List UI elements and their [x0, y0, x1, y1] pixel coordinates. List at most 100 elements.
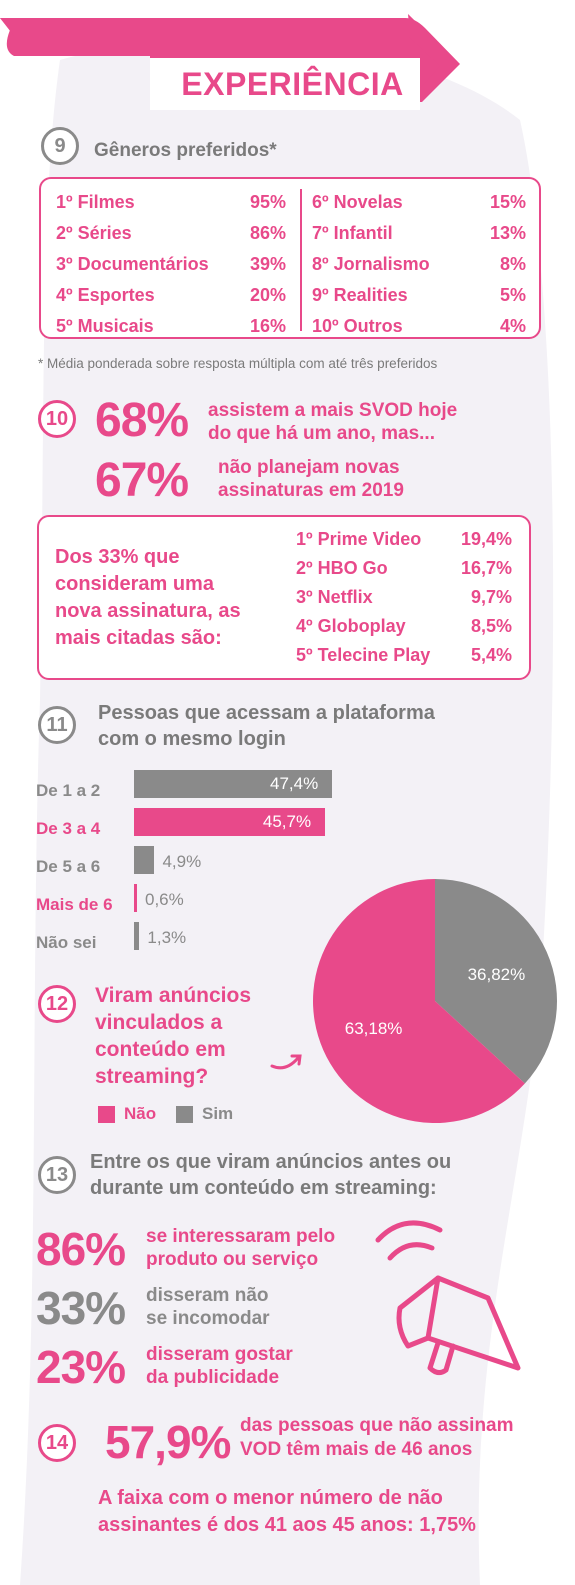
- bar: [134, 884, 137, 912]
- legend-swatch-no: [98, 1106, 115, 1123]
- section-number-13: 13: [38, 1156, 76, 1194]
- genre-label: 7º Infantil: [312, 223, 393, 243]
- ads-stat-text-l2: se incomodar: [146, 1308, 270, 1329]
- age-footnote-l1: A faixa com o menor número de não: [98, 1487, 443, 1509]
- ads-question-l1: Viram anúncios: [95, 984, 252, 1007]
- age-footnote-l2: assinantes é dos 41 aos 45 anos: 1,75%: [98, 1514, 476, 1536]
- genre-label: 4º Esportes: [56, 285, 155, 305]
- arrow-icon: [270, 1054, 302, 1070]
- genre-label: 5º Musicais: [56, 316, 154, 336]
- subscriptions-intro-l1: Dos 33% que: [55, 546, 180, 568]
- ranking-row: 3º Netflix 9,7%: [296, 587, 512, 608]
- section-number-14: 14: [38, 1424, 76, 1462]
- genre-row: 10º Outros 4%: [312, 316, 526, 337]
- bar-category-label: Não sei: [36, 933, 97, 952]
- stat-67-text-l1: não planejam novas: [218, 457, 400, 478]
- bar-category-label: Mais de 6: [36, 895, 113, 914]
- pie-label-não: 63,18%: [345, 1019, 403, 1038]
- bar: [134, 922, 140, 950]
- genre-label: 9º Realities: [312, 285, 408, 305]
- section-title-login-l1: Pessoas que acessam a plataforma: [98, 702, 435, 724]
- legend-label-no: Não: [124, 1104, 157, 1123]
- bar-category-label: De 1 a 2: [36, 781, 101, 800]
- genres-footnote: * Média ponderada sobre resposta múltipl…: [38, 356, 438, 371]
- bar-category-label: De 5 a 6: [36, 857, 101, 876]
- genre-value: 86%: [249, 223, 286, 243]
- stat-57-9-text-l2: VOD têm mais de 46 anos: [240, 1439, 473, 1460]
- genre-row: 7º Infantil 13%: [312, 223, 526, 244]
- stat-67-text-l2: assinaturas em 2019: [218, 480, 404, 501]
- ranking-label: 5º Telecine Play: [296, 645, 431, 665]
- legend-label-yes: Sim: [202, 1104, 234, 1123]
- ads-stat-pct: 86%: [36, 1223, 126, 1275]
- ranking-value: 9,7%: [470, 587, 512, 607]
- bar-value-label: 45,7%: [262, 812, 312, 831]
- ranking-value: 16,7%: [460, 558, 512, 578]
- megaphone-icon: [375, 1220, 521, 1376]
- genre-row: 6º Novelas 15%: [312, 192, 526, 213]
- ranking-value: 19,4%: [460, 529, 512, 549]
- subscriptions-box: [37, 515, 531, 680]
- pie-slice-sim: [435, 879, 557, 1084]
- section-title-genres: Gêneros preferidos*: [94, 140, 277, 161]
- genre-value: 20%: [249, 285, 286, 305]
- genre-row: 1º Filmes 95%: [56, 192, 286, 213]
- bar-value-label: 4,9%: [162, 852, 202, 871]
- section-number-10: 10: [38, 400, 76, 438]
- genre-row: 3º Documentários 39%: [56, 254, 286, 275]
- ranking-row: 4º Globoplay 8,5%: [296, 616, 512, 637]
- subscriptions-intro-l3: nova assinatura, as: [55, 600, 241, 622]
- stat-67: 67%: [95, 454, 189, 507]
- genre-value: 8%: [499, 254, 526, 274]
- genre-value: 4%: [499, 316, 526, 336]
- ads-question-l2: vinculados a: [95, 1011, 223, 1034]
- legend-swatch-yes: [176, 1106, 193, 1123]
- ranking-label: 4º Globoplay: [296, 616, 406, 636]
- ranking-label: 1º Prime Video: [296, 529, 422, 549]
- bar: [134, 808, 325, 836]
- ranking-row: 5º Telecine Play 5,4%: [296, 645, 512, 666]
- genre-value: 15%: [489, 192, 526, 212]
- stat-68: 68%: [95, 394, 189, 447]
- bar: [134, 770, 332, 798]
- ads-stat-text-l1: disseram gostar: [146, 1344, 293, 1365]
- ranking-row: 1º Prime Video 19,4%: [296, 529, 512, 550]
- ads-stat-text-l2: produto ou serviço: [146, 1249, 319, 1270]
- subscriptions-intro-l4: mais citadas são:: [55, 627, 222, 649]
- ads-stat-text-l2: da publicidade: [146, 1367, 280, 1388]
- pie-label-sim: 36,82%: [468, 965, 526, 984]
- section-title-ads-l1: Entre os que viram anúncios antes ou: [90, 1151, 452, 1173]
- ads-stat-pct: 23%: [36, 1341, 126, 1393]
- divider: [300, 189, 302, 331]
- genre-row: 5º Musicais 16%: [56, 316, 286, 337]
- bar-category-label: De 3 a 4: [36, 819, 101, 838]
- genre-label: 8º Jornalismo: [312, 254, 430, 274]
- genre-label: 6º Novelas: [312, 192, 403, 212]
- genre-value: 5%: [499, 285, 526, 305]
- subscriptions-intro-l2: consideram uma: [55, 573, 214, 595]
- bar-value-label: 1,3%: [147, 928, 187, 947]
- genre-value: 16%: [249, 316, 286, 336]
- bar-value-label: 0,6%: [145, 890, 184, 909]
- pie-slice-não: [312, 879, 525, 1123]
- stat-57-9: 57,9%: [105, 1416, 231, 1468]
- genre-label: 10º Outros: [312, 316, 403, 336]
- ads-question-l3: conteúdo em: [95, 1038, 226, 1061]
- ranking-label: 3º Netflix: [296, 587, 373, 607]
- genre-label: 2º Séries: [56, 223, 132, 243]
- bar-value-label: 47,4%: [270, 774, 319, 793]
- section-title-ads-l2: durante um conteúdo em streaming:: [90, 1177, 437, 1199]
- ads-pie-chart: 36,82% 63,18%: [312, 879, 557, 1123]
- genre-label: 3º Documentários: [56, 254, 209, 274]
- section-title-login-l2: com o mesmo login: [98, 728, 286, 750]
- page-title: EXPERIÊNCIA: [181, 66, 404, 102]
- section-number-12: 12: [38, 985, 76, 1023]
- genre-row: 9º Realities 5%: [312, 285, 526, 306]
- genres-box: [39, 177, 541, 339]
- ranking-value: 8,5%: [470, 616, 512, 636]
- ranking-value: 5,4%: [470, 645, 512, 665]
- section-number-11: 11: [38, 706, 76, 744]
- ranking-row: 2º HBO Go 16,7%: [296, 558, 512, 579]
- ads-stat-text-l1: disseram não: [146, 1285, 269, 1306]
- stat-68-text-l2: do que há um ano, mas...: [208, 423, 435, 444]
